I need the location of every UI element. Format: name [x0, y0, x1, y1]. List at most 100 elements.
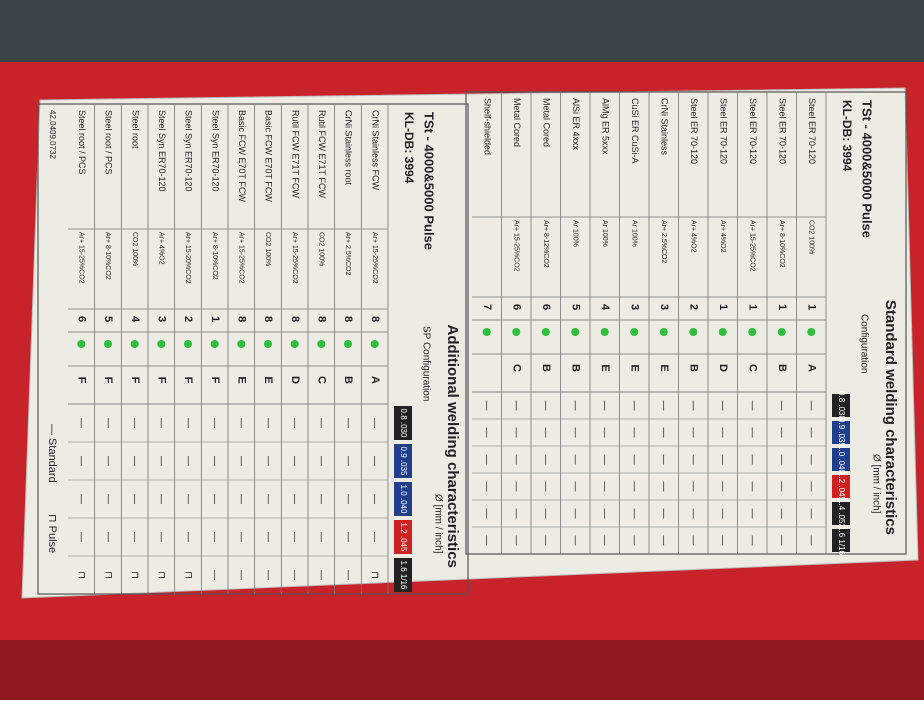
cell-mark: — — [717, 482, 728, 492]
config-letter: C — [315, 376, 327, 384]
diameter-label: 1.2 .045 — [399, 523, 408, 552]
config-letter: C — [510, 364, 522, 372]
led-icon — [689, 328, 698, 336]
led-icon — [777, 328, 786, 336]
diameter-unit: Ø [mm / inch] — [432, 494, 443, 554]
config-letter: F — [129, 377, 141, 384]
diameter-box — [394, 558, 412, 592]
cell-mark: — — [747, 455, 758, 465]
cell-mark: — — [747, 536, 758, 546]
config-letter: B — [342, 376, 354, 384]
cell-mark: — — [688, 536, 699, 546]
diameter-label: 0.9 .035 — [399, 447, 408, 476]
gas: Ar 100% — [601, 220, 608, 247]
material: Basic FCW E70T FCW — [237, 110, 247, 202]
material: Basic FCW E70T FCW — [264, 110, 274, 202]
led-icon — [718, 328, 727, 336]
cell-mark: — — [102, 532, 113, 542]
gas: Ar+ 15-25%CO2 — [291, 232, 298, 284]
cell-mark: — — [717, 536, 728, 546]
program-number: 4 — [599, 304, 611, 311]
cell-mark: — — [511, 428, 522, 438]
cell-mark: — — [629, 536, 640, 546]
gas: Ar+ 4%O2 — [689, 220, 696, 253]
cell-mark: — — [658, 482, 669, 492]
cell-mark: — — [599, 455, 610, 465]
cell-mark: — — [369, 418, 380, 428]
cell-mark: — — [236, 456, 247, 466]
cell-mark: — — [342, 456, 353, 466]
cell-mark: — — [342, 532, 353, 542]
config-letter: A — [369, 376, 381, 384]
cell-mark: — — [262, 494, 273, 504]
cell-mark: — — [629, 482, 640, 492]
cell-mark: — — [540, 455, 551, 465]
cell-mark: — — [570, 509, 581, 519]
led-icon — [659, 328, 668, 336]
diameter-box — [832, 448, 850, 471]
program-number: 5 — [569, 304, 581, 310]
program-number: 6 — [510, 304, 522, 310]
material: Metal Cored — [512, 98, 522, 147]
material: Steel root / PCS — [104, 110, 114, 175]
gas: CO2 100% — [807, 220, 814, 254]
panel-title: Additional welding characteristics — [444, 325, 461, 568]
configuration: SP Configuration — [420, 326, 431, 401]
program-number: 1 — [805, 304, 817, 310]
top-band — [0, 0, 924, 62]
cell-mark: — — [776, 482, 787, 492]
cell-mark: — — [806, 401, 817, 411]
cell-mark: ⊓ — [76, 571, 87, 579]
cell-mark: ⊓ — [182, 571, 193, 579]
program-number: 5 — [102, 316, 114, 322]
diameter-box — [394, 406, 412, 440]
cell-mark: — — [129, 456, 140, 466]
material: CuSi ER CuSi-A — [630, 98, 640, 164]
gas: Ar+ 2.5%CO2 — [660, 220, 667, 263]
cell-mark: — — [289, 418, 300, 428]
cell-mark: — — [289, 494, 300, 504]
gas: Ar+ 15-25%CO2 — [237, 232, 244, 284]
config-letter: A — [805, 364, 817, 372]
cell-mark: — — [342, 494, 353, 504]
cell-mark: — — [209, 456, 220, 466]
cell-mark: — — [806, 509, 817, 519]
gas: Ar+ 15-25%CO2 — [512, 220, 519, 272]
cell-mark: — — [182, 494, 193, 504]
cell-mark: — — [156, 456, 167, 466]
cell-mark: — — [776, 455, 787, 465]
cell-mark: — — [129, 494, 140, 504]
program-number: 4 — [129, 316, 141, 323]
gas: CO2 100% — [264, 232, 271, 266]
gas: Ar+ 2.5%CO2 — [344, 232, 351, 275]
cell-mark: — — [262, 456, 273, 466]
diameter-label: 1.0 .040 — [399, 485, 408, 514]
config-letter: D — [717, 364, 729, 372]
cell-mark: — — [262, 570, 273, 580]
diameter-box — [832, 475, 850, 498]
cell-mark: — — [481, 455, 492, 465]
cell-mark: — — [236, 570, 247, 580]
cell-mark: — — [776, 401, 787, 411]
cell-mark: — — [688, 455, 699, 465]
material: Steel ER 70-120 — [689, 98, 699, 164]
cell-mark: — — [658, 536, 669, 546]
cell-mark: — — [747, 509, 758, 519]
cell-mark: — — [688, 428, 699, 438]
program-number: 6 — [75, 316, 87, 322]
material: CrNi Stainless root — [344, 110, 354, 186]
led-icon — [807, 328, 816, 336]
cell-mark: — — [156, 532, 167, 542]
program-number: 8 — [289, 316, 301, 322]
cell-mark: — — [806, 455, 817, 465]
material: CrNi Stainless — [659, 98, 669, 156]
diameter-label: 1.2 .045 — [837, 472, 846, 501]
led-icon — [184, 340, 192, 348]
cell-mark: — — [209, 418, 220, 428]
led-icon — [290, 340, 299, 348]
program-number: 1 — [746, 304, 758, 310]
cell-mark: — — [599, 482, 610, 492]
material: Steel ER 70-120 — [718, 98, 728, 164]
cell-mark: — — [688, 509, 699, 519]
